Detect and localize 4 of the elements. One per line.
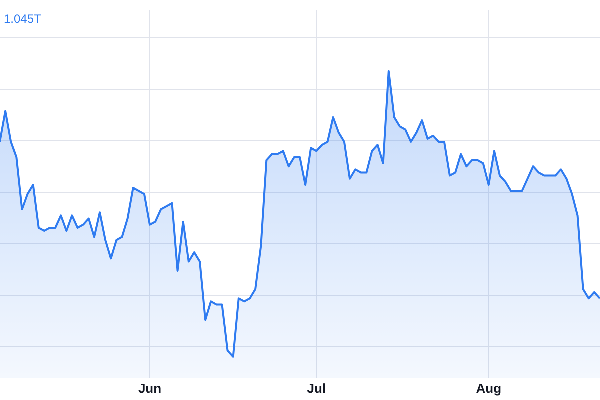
text: 1.045T: [4, 12, 42, 26]
x-tick-label: Aug: [476, 380, 502, 396]
x-tick-label: Jul: [307, 380, 326, 396]
x-tick-label: Jun: [138, 380, 162, 396]
